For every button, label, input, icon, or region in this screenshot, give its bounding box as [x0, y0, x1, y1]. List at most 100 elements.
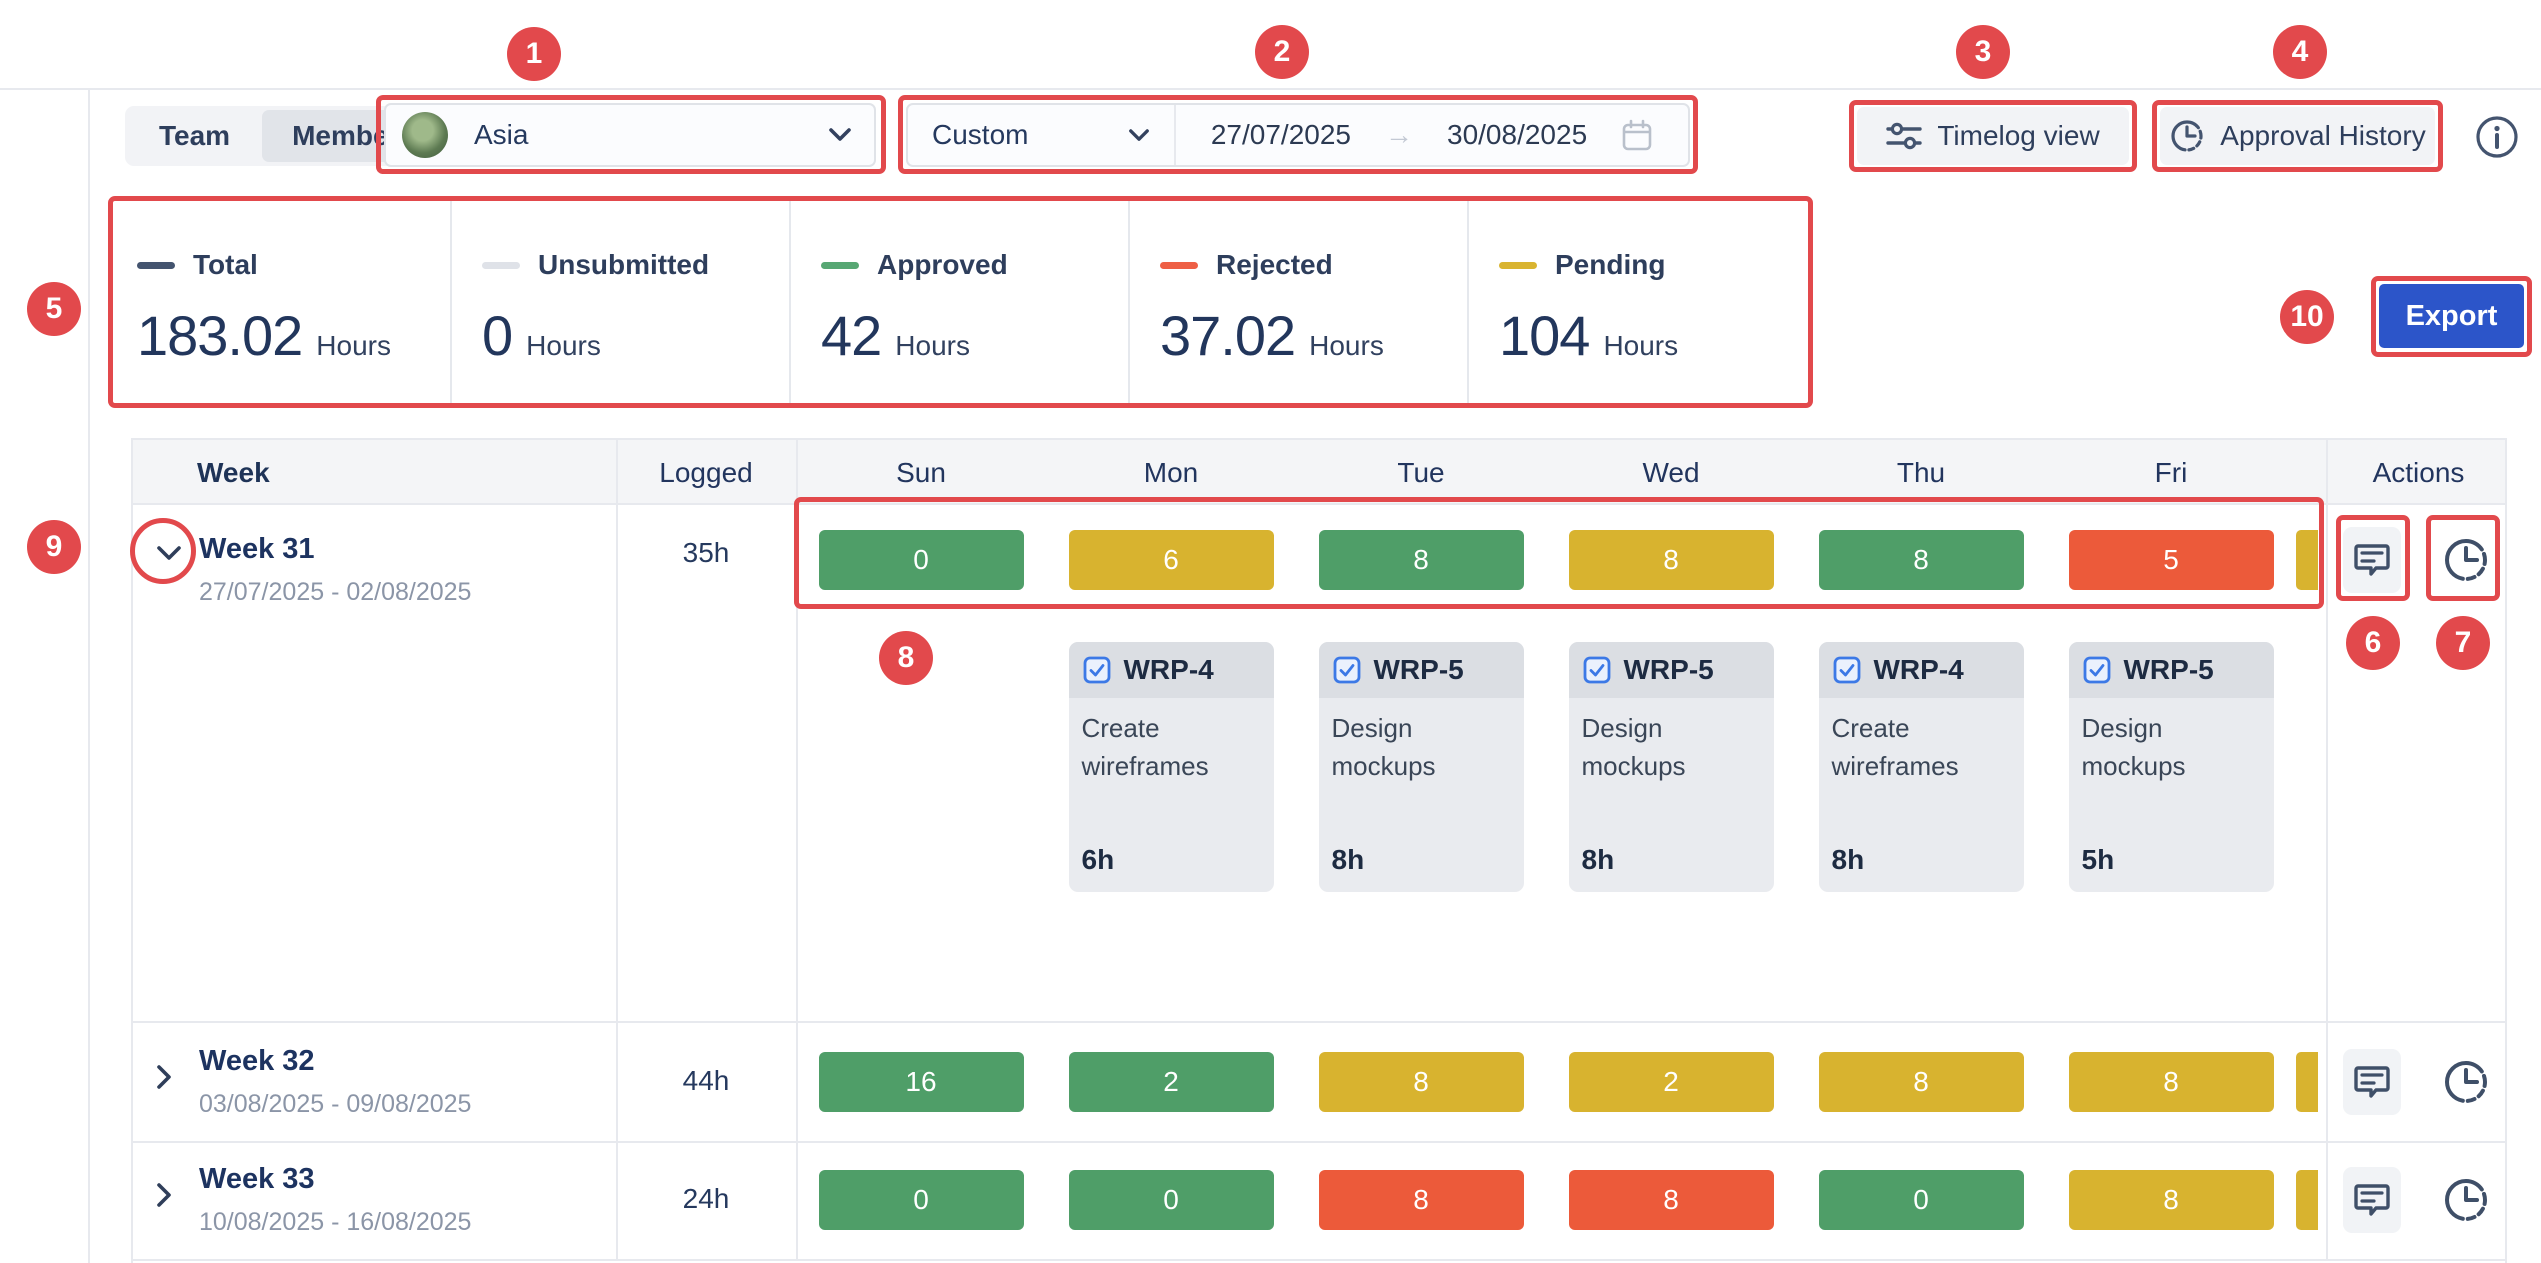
- day-cell-value: 2: [1663, 1066, 1679, 1097]
- week-label[interactable]: Week 32: [199, 1045, 315, 1077]
- stat-value: 104: [1499, 304, 1590, 367]
- timelog-card[interactable]: WRP-5 Design mockups 8h: [1568, 642, 1774, 892]
- badge-number: 2: [1273, 35, 1291, 68]
- history-clock-icon: [2444, 1061, 2487, 1103]
- stat-label: Total: [193, 249, 258, 280]
- annotation-badge-5: 5: [27, 282, 81, 336]
- member-select[interactable]: Asia: [384, 103, 876, 167]
- chevron-down-icon: [829, 128, 851, 141]
- arrow-right-icon: →: [1385, 119, 1413, 150]
- stat-unit: Hours: [526, 330, 601, 361]
- comment-button[interactable]: [2342, 527, 2401, 593]
- day-cell-value: 8: [1663, 1184, 1679, 1215]
- day-cell-wed[interactable]: 8: [1568, 1170, 1774, 1230]
- rejected-dash: [1160, 261, 1198, 269]
- badge-number: 1: [525, 37, 543, 70]
- day-cell-value: 8: [2163, 1066, 2179, 1097]
- day-cell-value: 8: [1663, 544, 1679, 575]
- date-range-fields[interactable]: 27/07/2025 → 30/08/2025: [1176, 105, 1688, 165]
- timelog-card[interactable]: WRP-5 Design mockups 5h: [2068, 642, 2274, 892]
- task-key: WRP-5: [1373, 654, 1464, 685]
- timelog-card[interactable]: WRP-4 Create wireframes 6h: [1068, 642, 1274, 892]
- badge-number: 4: [2291, 35, 2309, 68]
- day-cell-mon[interactable]: 6: [1068, 530, 1274, 590]
- toggle-member-label: Member: [292, 120, 400, 151]
- badge-number: 10: [2290, 300, 2324, 333]
- task-summary: Create wireframes: [1081, 713, 1209, 781]
- day-cell-mon[interactable]: 2: [1068, 1052, 1274, 1112]
- stat-total: Total 183.02 Hours: [113, 201, 452, 403]
- day-cell-mon[interactable]: 0: [1068, 1170, 1274, 1230]
- approved-dash: [821, 261, 859, 269]
- comment-icon: [2353, 544, 2390, 576]
- info-button[interactable]: [2474, 114, 2520, 160]
- stat-value: 183.02: [137, 304, 303, 367]
- week-label[interactable]: Week 31: [199, 533, 315, 565]
- day-cell-sat-partial[interactable]: [2296, 530, 2318, 590]
- approval-history-button[interactable]: Approval History: [2160, 107, 2435, 165]
- week-label[interactable]: Week 33: [199, 1163, 315, 1195]
- day-cell-fri[interactable]: 8: [2068, 1170, 2274, 1230]
- toggle-team[interactable]: Team: [129, 110, 260, 162]
- timelog-card[interactable]: WRP-5 Design mockups 8h: [1318, 642, 1524, 892]
- stat-rejected: Rejected 37.02 Hours: [1130, 201, 1469, 403]
- week-range: 27/07/2025 - 02/08/2025: [199, 578, 472, 606]
- table-header-row: Week Logged Sun Mon Tue Wed Thu Fri Acti…: [133, 440, 2505, 505]
- day-cell-value: 8: [1413, 1184, 1429, 1215]
- day-cell-value: 0: [913, 544, 929, 575]
- timelog-view-button[interactable]: Timelog view: [1857, 107, 2129, 165]
- info-icon: [2476, 116, 2518, 158]
- day-cell-value: 5: [2163, 544, 2179, 575]
- logged-hours: 24h: [682, 1183, 730, 1214]
- chevron-right-icon[interactable]: [155, 1063, 173, 1091]
- comment-button[interactable]: [2342, 1049, 2401, 1115]
- day-cell-thu[interactable]: 8: [1818, 1052, 2024, 1112]
- day-cell-sun[interactable]: 0: [818, 1170, 1024, 1230]
- comment-icon: [2353, 1066, 2390, 1098]
- unsubmitted-dash: [482, 261, 520, 269]
- day-cell-value: 8: [1913, 544, 1929, 575]
- history-clock-icon: [2444, 539, 2487, 581]
- divider: [1174, 105, 1176, 165]
- day-cell-tue[interactable]: 8: [1318, 1170, 1524, 1230]
- task-key: WRP-5: [2123, 654, 2214, 685]
- day-cell-value: 0: [913, 1184, 929, 1215]
- day-cell-wed[interactable]: 8: [1568, 530, 1774, 590]
- day-cell-thu[interactable]: 0: [1818, 1170, 2024, 1230]
- range-type-select[interactable]: Custom: [908, 105, 1174, 165]
- day-cell-sat-partial[interactable]: [2296, 1052, 2318, 1112]
- task-checkbox-icon: [1333, 656, 1360, 684]
- date-from[interactable]: 27/07/2025: [1210, 119, 1351, 150]
- history-button[interactable]: [2437, 1049, 2495, 1115]
- task-summary: Design mockups: [2081, 713, 2186, 781]
- task-key: WRP-4: [1873, 654, 1964, 685]
- day-cell-value: 0: [1913, 1184, 1929, 1215]
- week-range: 03/08/2025 - 09/08/2025: [199, 1090, 472, 1118]
- day-cell-sat-partial[interactable]: [2296, 1170, 2318, 1230]
- day-cell-sun[interactable]: 16: [818, 1052, 1024, 1112]
- calendar-icon: [1622, 119, 1652, 151]
- annotation-badge-4: 4: [2273, 25, 2327, 79]
- day-cell-wed[interactable]: 2: [1568, 1052, 1774, 1112]
- col-header-actions: Actions: [2372, 456, 2465, 488]
- week-row-32: Week 32 03/08/2025 - 09/08/2025 44h 16 2…: [133, 1023, 2505, 1143]
- stat-unit: Hours: [1603, 330, 1679, 361]
- day-cell-thu[interactable]: 8: [1818, 530, 2024, 590]
- chevron-right-icon[interactable]: [155, 1181, 173, 1209]
- week-row-31: Week 31 27/07/2025 - 02/08/2025 35h 0 6 …: [133, 505, 2505, 1023]
- task-checkbox-icon: [1583, 656, 1610, 684]
- day-cell-fri[interactable]: 8: [2068, 1052, 2274, 1112]
- export-button[interactable]: Export: [2379, 284, 2524, 348]
- day-cell-sun[interactable]: 0: [818, 530, 1024, 590]
- day-cell-tue[interactable]: 8: [1318, 1052, 1524, 1112]
- day-cell-fri[interactable]: 5: [2068, 530, 2274, 590]
- date-range-picker[interactable]: Custom 27/07/2025 → 30/08/2025: [906, 103, 1690, 167]
- day-cell-value: 16: [905, 1066, 937, 1097]
- day-cell-tue[interactable]: 8: [1318, 530, 1524, 590]
- timelog-card[interactable]: WRP-4 Create wireframes 8h: [1818, 642, 2024, 892]
- comment-button[interactable]: [2342, 1167, 2401, 1233]
- history-button[interactable]: [2437, 1167, 2495, 1233]
- chevron-down-icon[interactable]: [155, 544, 183, 562]
- history-button[interactable]: [2437, 527, 2495, 593]
- date-to[interactable]: 30/08/2025: [1447, 119, 1588, 150]
